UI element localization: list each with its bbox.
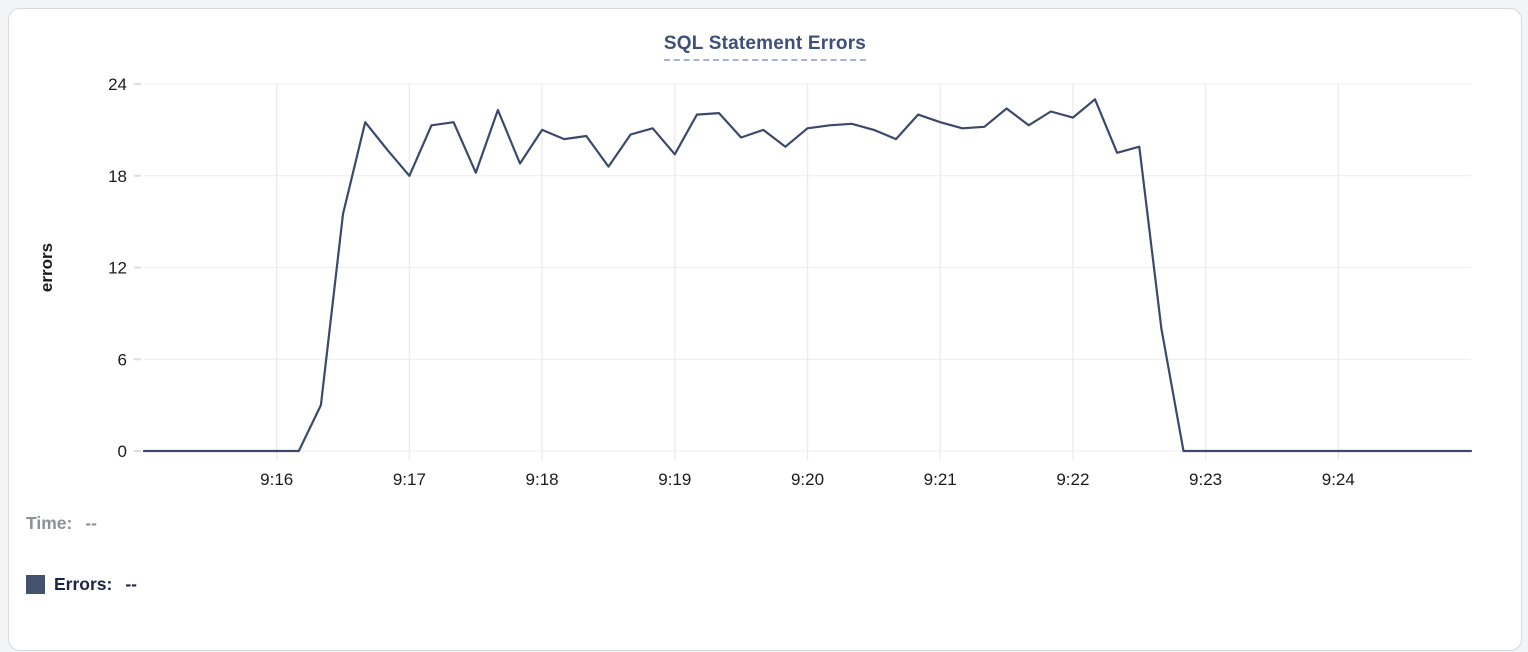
x-axis-tick-label: 9:23: [1189, 470, 1222, 489]
chart-card: SQL Statement Errors 0 6 12 18 24 9:16 9:17 9:1…: [8, 8, 1522, 651]
time-readout-label: Time:: [26, 513, 73, 533]
errors-series-swatch-icon: [26, 575, 45, 594]
errors-readout-label: Errors:: [54, 574, 113, 594]
x-axis-tick-label: 9:22: [1056, 470, 1089, 489]
x-axis-tick-label: 9:19: [658, 470, 691, 489]
y-axis-tick-label: 0: [118, 442, 127, 461]
x-axis-tick-label: 9:20: [791, 470, 824, 489]
x-axis-tick-label: 9:18: [526, 470, 559, 489]
x-axis-tick-label: 9:24: [1322, 470, 1355, 489]
chart-title[interactable]: SQL Statement Errors: [663, 33, 867, 61]
errors-readout-value: --: [125, 574, 138, 594]
x-axis-tick-label: 9:17: [393, 470, 426, 489]
time-readout-row: Time: --: [26, 513, 97, 534]
y-axis-tick-label: 6: [118, 350, 127, 369]
x-axis-tick-label: 9:21: [924, 470, 957, 489]
y-axis-tick-label: 12: [108, 259, 127, 278]
y-axis-tick-label: 24: [108, 75, 127, 94]
x-axis-tick-label: 9:16: [260, 470, 293, 489]
errors-readout-row: Errors: --: [26, 574, 137, 595]
errors-line-chart[interactable]: 0 6 12 18 24 9:16 9:17 9:18 9:19 9:20 9:21 9:22 9:23…: [9, 9, 1523, 509]
y-axis-title: errors: [37, 243, 56, 292]
errors-series-line[interactable]: [142, 98, 1473, 453]
y-axis-tick-label: 18: [108, 167, 127, 186]
chart-title-wrap: SQL Statement Errors: [9, 33, 1521, 61]
time-readout-value: --: [85, 513, 98, 533]
